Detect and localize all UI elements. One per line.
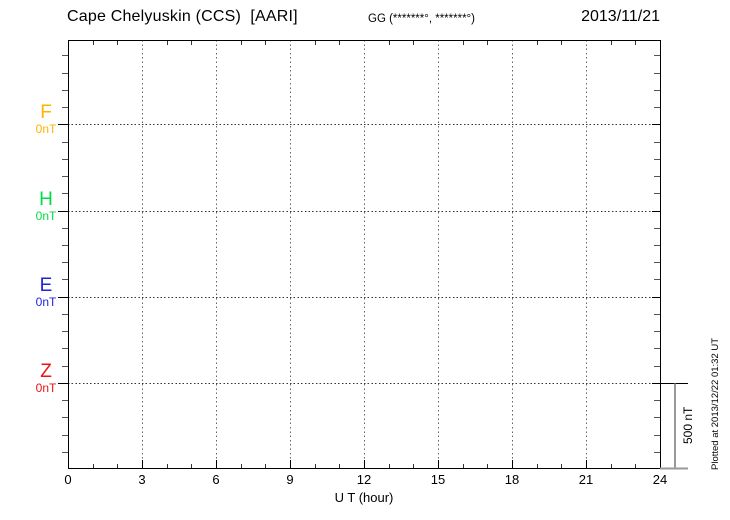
component-label-H: H 0nT	[24, 188, 68, 223]
x-tick-label-21: 21	[578, 472, 594, 487]
component-label-E: E 0nT	[24, 274, 68, 309]
component-baseline-value-E: 0nT	[35, 294, 57, 309]
x-tick-label-9: 9	[286, 472, 294, 487]
x-axis-title: U T (hour)	[334, 490, 394, 505]
x-tick-label-12: 12	[356, 472, 372, 487]
component-symbol-H: H	[39, 188, 53, 210]
component-baseline-value-F: 0nT	[35, 122, 57, 137]
plot-border	[68, 40, 661, 469]
axis-ticks	[58, 40, 660, 468]
component-symbol-F: F	[40, 102, 52, 124]
component-label-F: F 0nT	[24, 103, 68, 136]
component-label-Z: Z 0nT	[24, 360, 68, 395]
component-baseline-value-Z: 0nT	[35, 380, 57, 395]
x-tick-label-6: 6	[212, 472, 220, 487]
x-tick-label-24: 24	[652, 472, 668, 487]
scale-bar	[660, 382, 688, 470]
component-symbol-Z: Z	[40, 360, 52, 382]
x-tick-label-3: 3	[138, 472, 146, 487]
gridlines	[68, 40, 660, 468]
x-tick-label-15: 15	[430, 472, 446, 487]
scale-bar-label: 500 nT	[681, 406, 695, 445]
x-tick-label-0: 0	[64, 472, 72, 487]
plot-date: 2013/11/21	[581, 8, 660, 25]
station-title: Cape Chelyuskin (CCS) [AARI]	[67, 8, 298, 25]
x-tick-label-18: 18	[504, 472, 520, 487]
component-baseline-value-H: 0nT	[35, 208, 57, 223]
geographic-coordinates: GG (*******°, *******°)	[368, 13, 475, 25]
plotted-timestamp-note: Plotted at 2013/12/22 01:32 UT	[710, 337, 721, 470]
component-symbol-E: E	[39, 274, 53, 296]
